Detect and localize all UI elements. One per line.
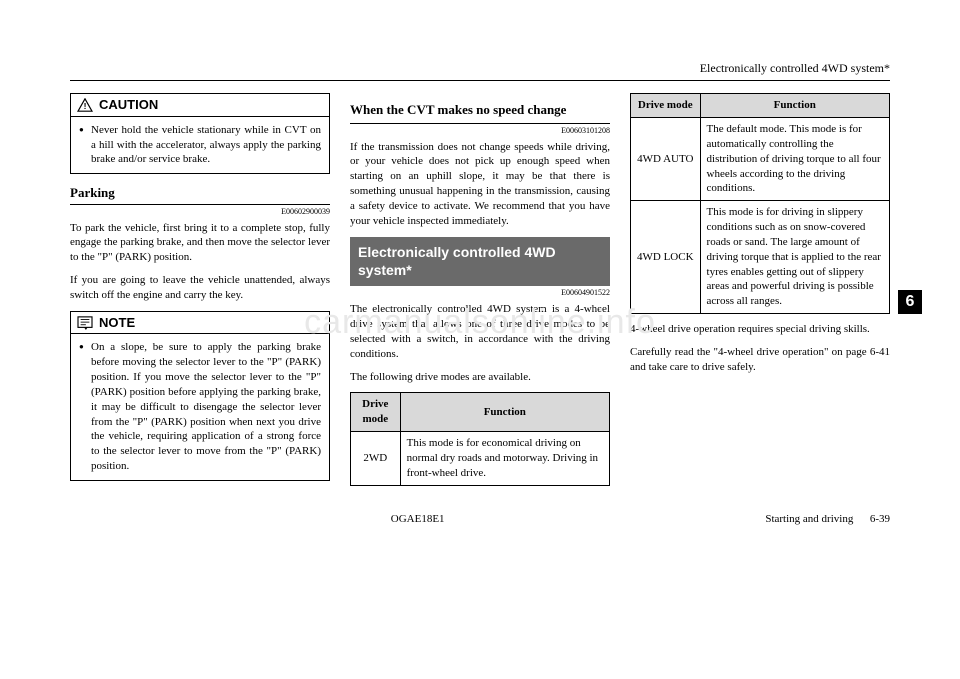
note-box: NOTE On a slope, be sure to apply the pa… [70, 311, 330, 481]
note-icon [77, 316, 93, 330]
cvt-code: E00603101208 [350, 126, 610, 137]
func-cell: The default mode. This mode is for autom… [700, 118, 889, 201]
caution-header: ! CAUTION [71, 94, 329, 117]
page-footer: OGAE18E1 Starting and driving 6-39 [70, 512, 890, 527]
col3-p2: Carefully read the "4-wheel drive operat… [630, 345, 890, 375]
footer-section: Starting and driving [765, 513, 853, 525]
footer-page: 6-39 [870, 513, 890, 525]
caution-icon: ! [77, 98, 93, 112]
note-header: NOTE [71, 312, 329, 335]
cvt-heading: When the CVT makes no speed change [350, 101, 610, 121]
chapter-tab: 6 [898, 290, 922, 314]
cvt-paragraph: If the transmission does not change spee… [350, 140, 610, 229]
caution-item: Never hold the vehicle stationary while … [79, 123, 321, 168]
note-item: On a slope, be sure to apply the parking… [79, 340, 321, 474]
column-3: Drive mode Function 4WD AUTO The default… [630, 93, 890, 493]
parking-p2: If you are going to leave the vehicle un… [70, 273, 330, 303]
func-cell: This mode is for driving in slippery con… [700, 201, 889, 314]
mode-cell: 4WD AUTO [631, 118, 701, 201]
page-header: Electronically controlled 4WD system* [70, 60, 890, 81]
doc-id: OGAE18E1 [70, 512, 765, 527]
table1-header-func: Function [400, 393, 609, 432]
table2-header-mode: Drive mode [631, 94, 701, 118]
caution-box: ! CAUTION Never hold the vehicle station… [70, 93, 330, 174]
column-1: ! CAUTION Never hold the vehicle station… [70, 93, 330, 493]
feature-heading: Electronically controlled 4WD system* [350, 237, 610, 287]
table-row: 4WD LOCK This mode is for driving in sli… [631, 201, 890, 314]
feature-p2: The following drive modes are available. [350, 370, 610, 385]
drive-mode-table-2: Drive mode Function 4WD AUTO The default… [630, 93, 890, 314]
parking-p1: To park the vehicle, first bring it to a… [70, 221, 330, 266]
table2-header-func: Function [700, 94, 889, 118]
page-reference: Starting and driving 6-39 [765, 512, 890, 527]
column-2: When the CVT makes no speed change E0060… [350, 93, 610, 493]
parking-heading: Parking [70, 184, 330, 205]
table1-header-mode: Drive mode [351, 393, 401, 432]
func-cell: This mode is for economical driving on n… [400, 432, 609, 486]
svg-text:!: ! [84, 101, 87, 111]
mode-cell: 2WD [351, 432, 401, 486]
table-row: 4WD AUTO The default mode. This mode is … [631, 118, 890, 201]
feature-code: E00604901522 [350, 288, 610, 299]
parking-code: E00602900039 [70, 207, 330, 218]
caution-body: Never hold the vehicle stationary while … [71, 117, 329, 174]
note-body: On a slope, be sure to apply the parking… [71, 334, 329, 480]
feature-p1: The electronically controlled 4WD system… [350, 302, 610, 361]
mode-cell: 4WD LOCK [631, 201, 701, 314]
table-row: 2WD This mode is for economical driving … [351, 432, 610, 486]
content-columns: ! CAUTION Never hold the vehicle station… [70, 93, 890, 493]
caution-label: CAUTION [99, 96, 158, 114]
col3-p1: 4-wheel drive operation requires special… [630, 322, 890, 337]
note-label: NOTE [99, 314, 135, 332]
drive-mode-table-1: Drive mode Function 2WD This mode is for… [350, 392, 610, 485]
